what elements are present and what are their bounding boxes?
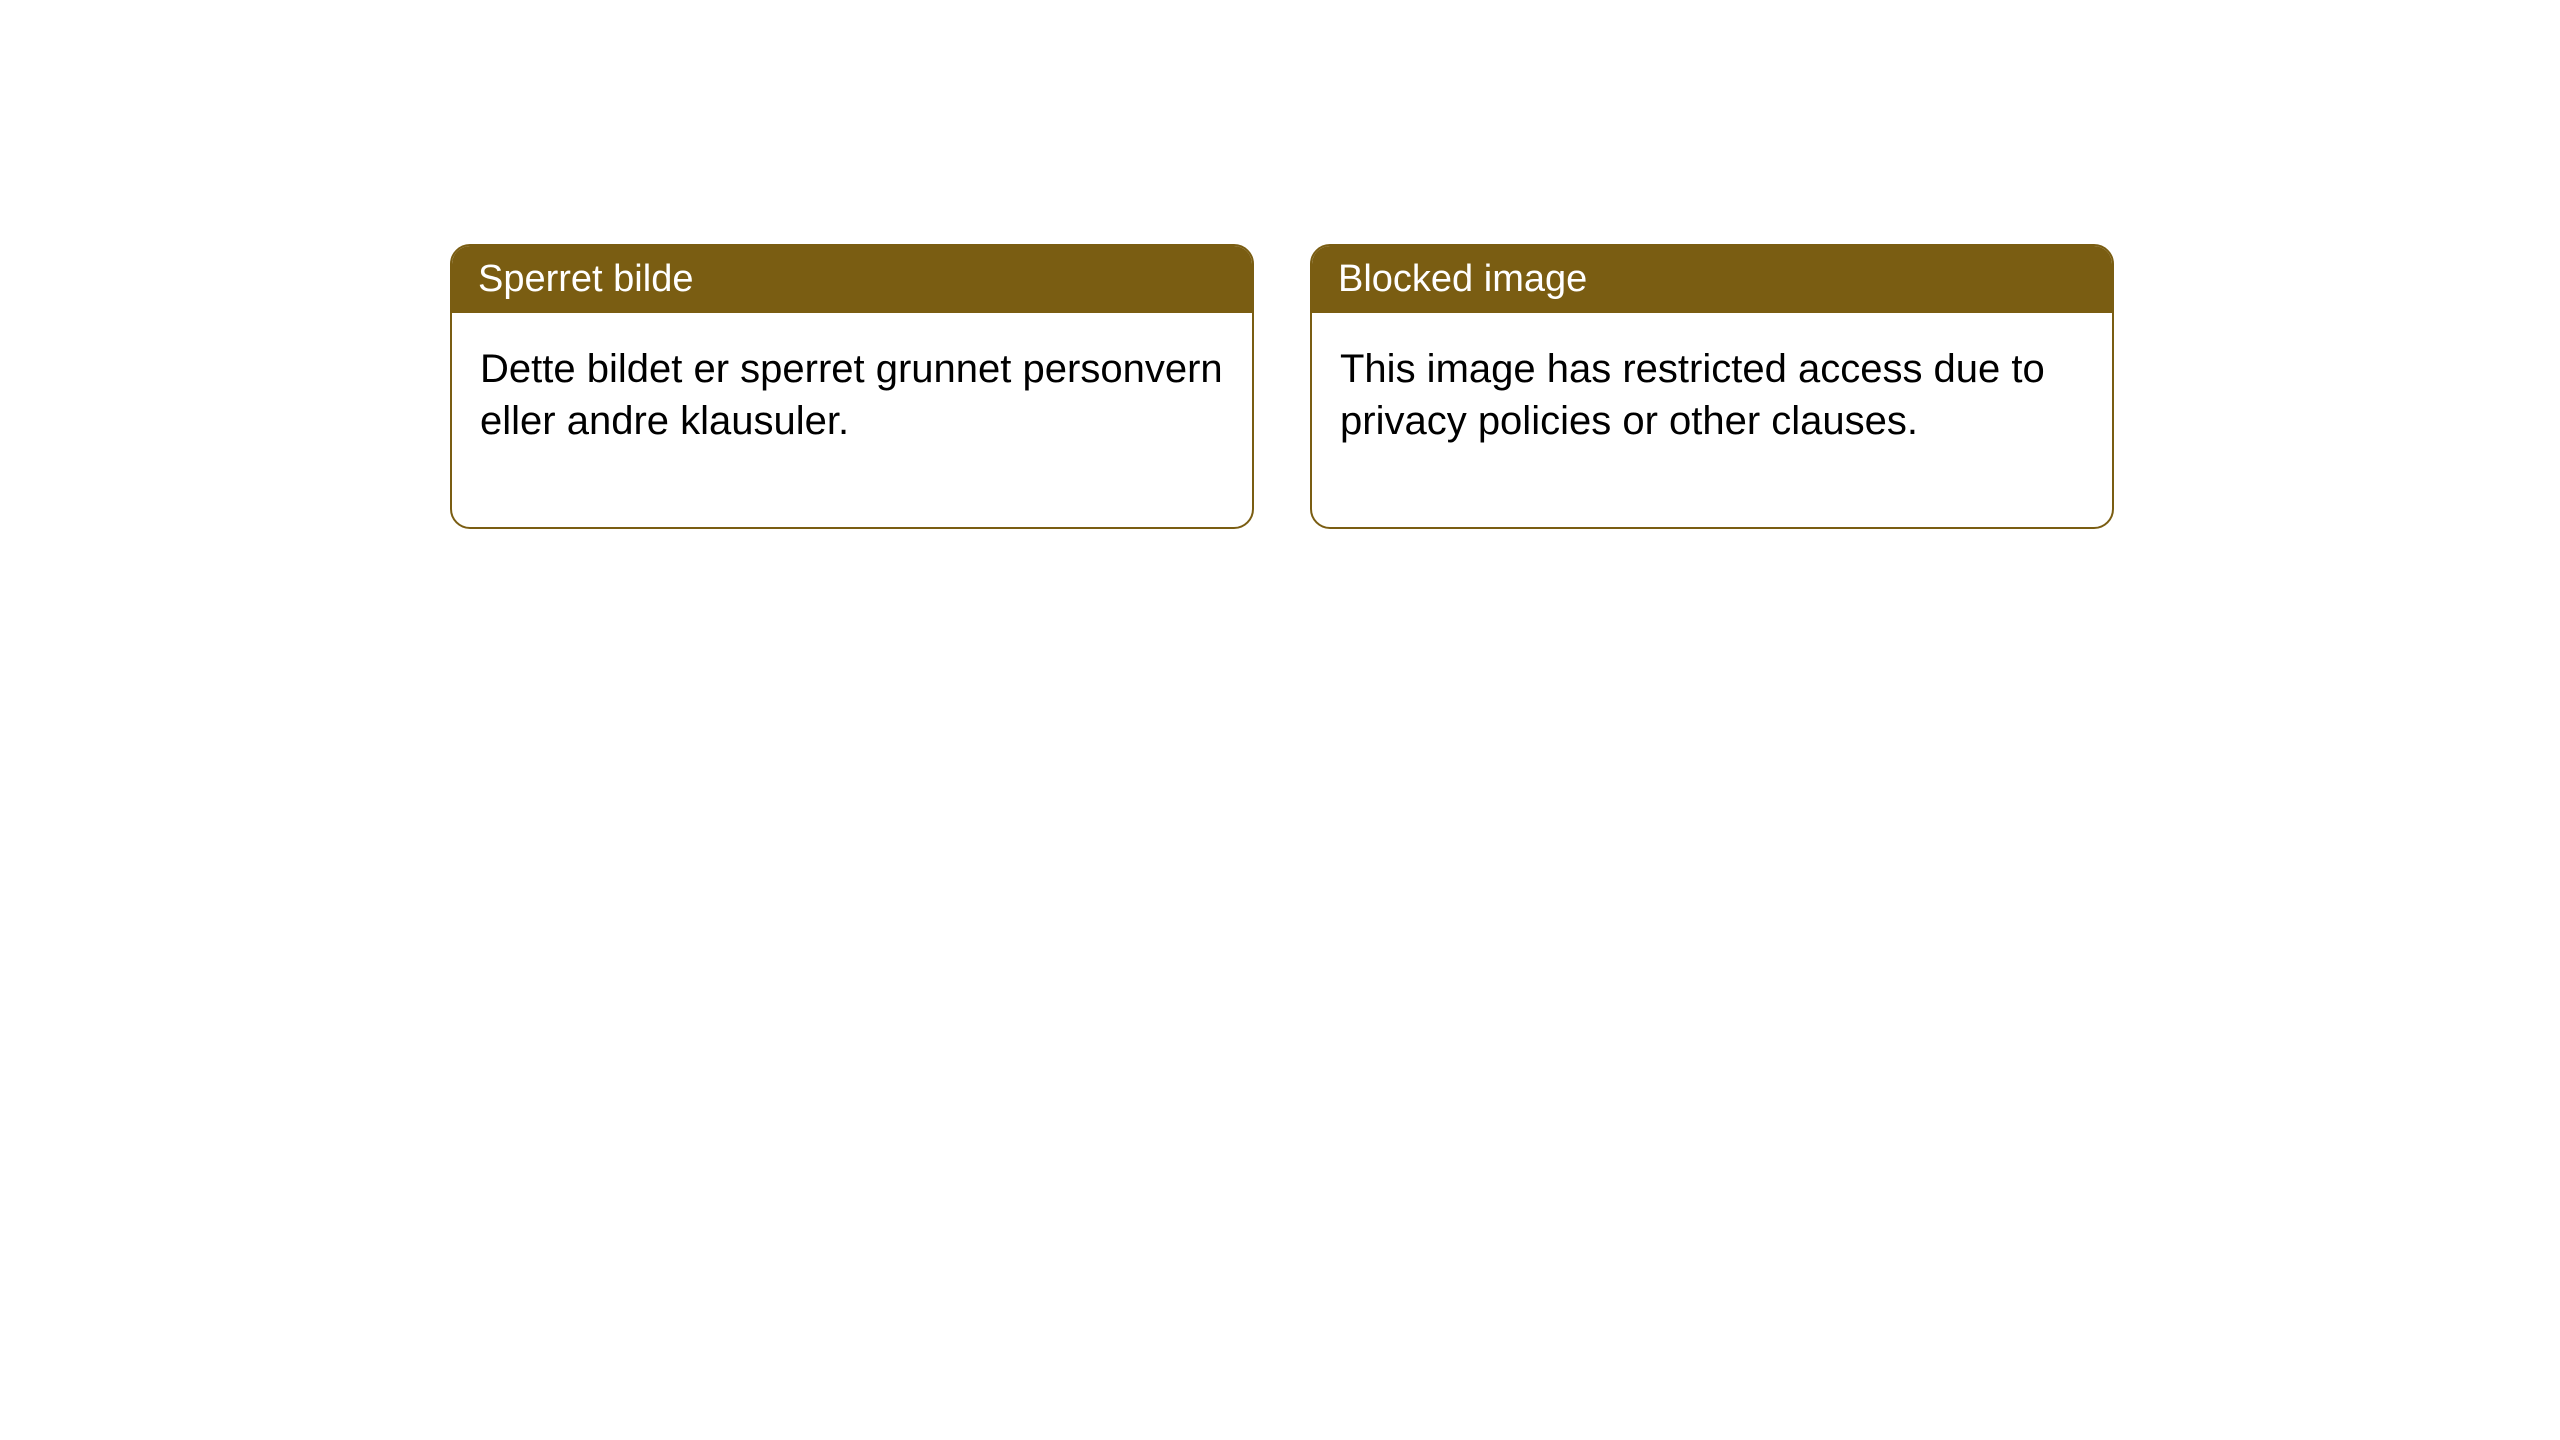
- notice-container: Sperret bilde Dette bildet er sperret gr…: [0, 0, 2560, 529]
- notice-card-norwegian: Sperret bilde Dette bildet er sperret gr…: [450, 244, 1254, 529]
- card-body: Dette bildet er sperret grunnet personve…: [452, 313, 1252, 527]
- card-message: Dette bildet er sperret grunnet personve…: [480, 347, 1223, 443]
- card-header: Sperret bilde: [452, 246, 1252, 313]
- card-body: This image has restricted access due to …: [1312, 313, 2112, 527]
- card-header: Blocked image: [1312, 246, 2112, 313]
- card-message: This image has restricted access due to …: [1340, 347, 2045, 443]
- notice-card-english: Blocked image This image has restricted …: [1310, 244, 2114, 529]
- card-title: Sperret bilde: [478, 258, 693, 300]
- card-title: Blocked image: [1338, 258, 1587, 300]
